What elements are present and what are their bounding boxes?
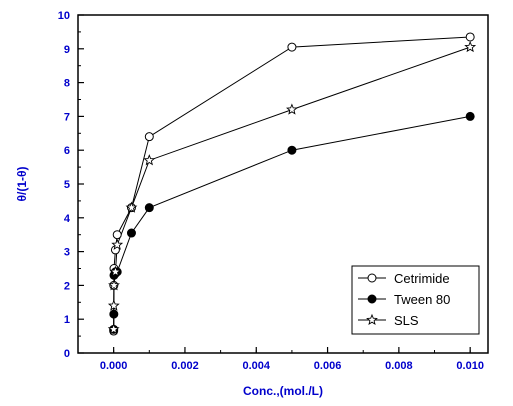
x-axis-ticks: 0.000 0.002 0.004 0.006 0.008 0.010 <box>77 347 484 372</box>
data-point-sls <box>464 40 477 53</box>
data-point-sls <box>107 323 120 335</box>
data-point-sls <box>143 154 156 166</box>
legend-label-sls: SLS <box>394 313 419 328</box>
data-point-cetrimide <box>465 32 475 42</box>
y-tick-label: 3 <box>64 247 70 259</box>
legend-label-tween-80: Tween 80 <box>394 292 450 307</box>
y-tick-label: 0 <box>64 348 70 360</box>
data-point-tween-80 <box>109 309 119 319</box>
legend-marker-cetrimide <box>367 273 377 283</box>
data-point-tween-80 <box>144 203 154 213</box>
y-tick-label: 8 <box>64 78 70 90</box>
y-tick-label: 9 <box>64 44 70 56</box>
y-tick-label: 1 <box>64 314 70 326</box>
data-point-cetrimide <box>144 132 154 142</box>
y-axis-ticks: 0 1 2 3 4 5 6 7 8 9 10 <box>58 10 84 360</box>
y-tick-label: 4 <box>64 213 71 225</box>
x-tick-label: 0.004 <box>242 360 270 372</box>
data-point-cetrimide <box>112 230 122 240</box>
data-point-sls <box>125 201 138 213</box>
data-point-sls <box>107 299 120 311</box>
legend-marker-tween-80 <box>367 294 377 304</box>
x-tick-label: 0.002 <box>171 360 199 372</box>
data-point-tween-80 <box>287 145 297 155</box>
data-point-sls <box>108 279 120 291</box>
data-point-sls <box>111 238 124 250</box>
legend: Cetrimide Tween 80 SLS <box>351 265 480 335</box>
legend-marker-sls <box>366 313 378 326</box>
x-axis-title: Conc.,(mol./L) <box>243 384 323 398</box>
legend-label-cetrimide: Cetrimide <box>394 271 450 286</box>
y-tick-label: 6 <box>64 145 70 157</box>
data-point-sls <box>109 265 122 277</box>
x-tick-label: 0.008 <box>385 360 413 372</box>
data-point-tween-80 <box>465 111 475 121</box>
series-markers <box>107 32 477 336</box>
x-tick-label: 0.010 <box>456 360 484 372</box>
data-point-sls <box>286 103 298 115</box>
data-point-tween-80 <box>126 228 136 238</box>
y-tick-label: 5 <box>64 179 70 191</box>
y-tick-label: 2 <box>64 280 70 292</box>
data-point-cetrimide <box>287 42 297 52</box>
x-tick-label: 0.000 <box>100 360 128 372</box>
y-tick-label: 10 <box>58 10 70 22</box>
y-tick-label: 7 <box>64 111 70 123</box>
y-axis-title: θ/(1-θ) <box>15 167 29 202</box>
x-tick-label: 0.006 <box>314 360 342 372</box>
